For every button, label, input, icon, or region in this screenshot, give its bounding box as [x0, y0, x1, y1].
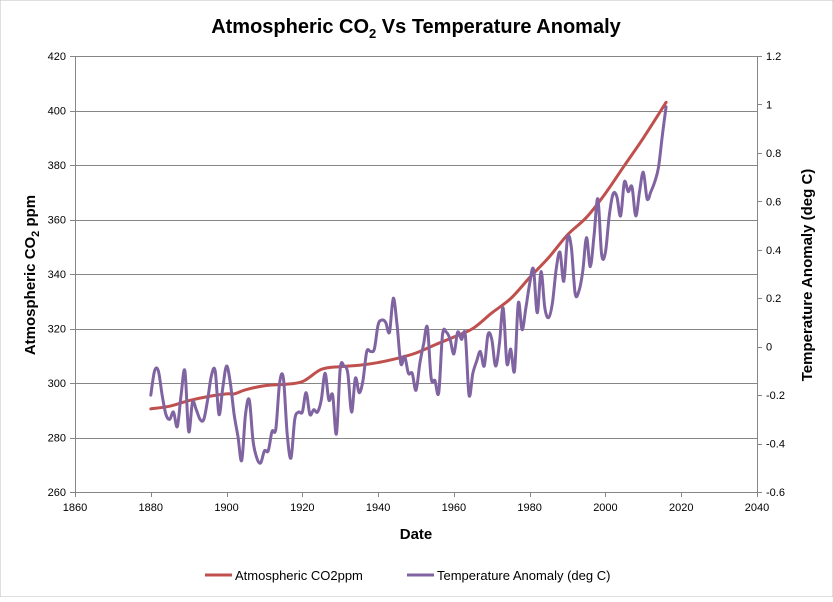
right-y-tick-label: 0.6	[766, 196, 781, 208]
tick-labels: 1860 1880 1900 1920 1940 1960 1980 2000 2020 2040…	[48, 51, 785, 514]
left-y-tick-label: 360	[48, 215, 66, 227]
right-y-tick-label: -0.4	[766, 439, 785, 451]
gridlines	[75, 56, 757, 439]
x-tick-label: 1960	[442, 502, 466, 514]
left-y-tick-label: 380	[48, 160, 66, 172]
right-y-tick-label: 0.2	[766, 293, 781, 305]
x-tick-label: 1880	[139, 502, 163, 514]
left-y-tick-label: 260	[48, 487, 66, 499]
x-axis-title: Date	[400, 526, 433, 543]
x-tick-label: 1920	[290, 502, 314, 514]
left-y-tick-label: 340	[48, 269, 66, 281]
series-lines	[149, 100, 668, 465]
series-line-temperature	[149, 105, 668, 465]
chart-title: Atmospheric CO2 Vs Temperature Anomaly	[211, 16, 621, 41]
axes	[70, 56, 762, 497]
x-tick-label: 2020	[669, 502, 693, 514]
right-y-tick-label: 0.4	[766, 245, 781, 257]
right-y-axis-title: Temperature Anomaly (deg C)	[799, 169, 816, 382]
right-y-tick-label: -0.6	[766, 487, 785, 499]
left-y-axis-title: Atmospheric CO2 ppm	[22, 195, 42, 355]
right-y-tick-label: -0.2	[766, 390, 785, 402]
x-tick-label: 1940	[366, 502, 390, 514]
legend-label-temperature: Temperature Anomaly (deg C)	[437, 568, 610, 583]
x-tick-label: 2000	[593, 502, 617, 514]
right-y-tick-label: 0	[766, 342, 772, 354]
left-y-tick-label: 400	[48, 106, 66, 118]
right-y-tick-label: 1.2	[766, 51, 781, 63]
left-y-tick-label: 280	[48, 433, 66, 445]
right-y-tick-label: 1	[766, 99, 772, 111]
x-tick-label: 1860	[63, 502, 87, 514]
x-tick-label: 1980	[517, 502, 541, 514]
legend: Atmospheric CO2ppm Temperature Anomaly (…	[205, 568, 610, 583]
left-y-tick-label: 320	[48, 324, 66, 336]
legend-label-co2: Atmospheric CO2ppm	[235, 568, 363, 583]
left-y-tick-label: 300	[48, 378, 66, 390]
x-tick-label: 2040	[745, 502, 769, 514]
right-y-tick-label: 0.8	[766, 148, 781, 160]
left-y-tick-label: 420	[48, 51, 66, 63]
x-tick-label: 1900	[214, 502, 238, 514]
